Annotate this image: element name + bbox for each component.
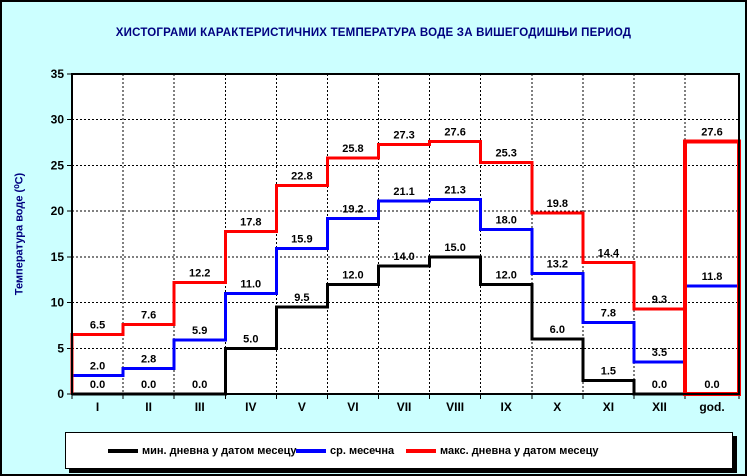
plot-area xyxy=(72,74,739,394)
legend-entry-min: мин. дневна у датом месецу xyxy=(108,433,297,468)
value-label-s0-m10: 6.0 xyxy=(550,324,565,336)
x-label-X: X xyxy=(553,400,561,414)
series-line-2 xyxy=(70,140,687,394)
value-label-s0-m7: 14.0 xyxy=(393,251,414,263)
x-label-XI: XI xyxy=(603,400,614,414)
y-tick-label-20: 20 xyxy=(51,204,65,218)
value-label-s1-m1: 2.0 xyxy=(90,361,105,373)
value-label-s0-m4: 5.0 xyxy=(243,333,258,345)
value-label-s0-m11: 1.5 xyxy=(601,365,616,377)
legend-swatch-mean xyxy=(296,448,326,453)
value-label-s2-m7: 27.3 xyxy=(393,129,414,141)
y-tick-label-15: 15 xyxy=(51,250,65,264)
x-label-annual: god. xyxy=(699,400,724,414)
value-label-s2-m4: 17.8 xyxy=(240,216,261,228)
x-label-III: III xyxy=(195,400,205,414)
series-line-1 xyxy=(70,197,687,394)
x-label-VI: VI xyxy=(347,400,358,414)
value-label-s1-m2: 2.8 xyxy=(141,353,156,365)
y-tick-label-35: 35 xyxy=(51,67,65,81)
value-label-s0-m12: 0.0 xyxy=(652,379,667,391)
value-label-s2-m2: 7.6 xyxy=(141,310,156,322)
series-line-0 xyxy=(72,255,685,396)
legend-label-max: макс. дневна у датом месецу xyxy=(440,444,599,457)
x-label-II: II xyxy=(145,400,152,414)
legend-swatch-min xyxy=(108,448,138,453)
value-label-s0-m1: 0.0 xyxy=(90,379,105,391)
x-label-IX: IX xyxy=(501,400,512,414)
value-label-s2-m8: 27.6 xyxy=(444,127,465,139)
y-tick-label-30: 30 xyxy=(51,113,65,127)
value-label-s1-m3: 5.9 xyxy=(192,325,207,337)
value-label-s0-m8: 15.0 xyxy=(444,242,465,254)
value-label-s1-m6: 19.2 xyxy=(342,203,363,215)
value-label-s0-m2: 0.0 xyxy=(141,379,156,391)
value-label-s0-annual: 0.0 xyxy=(704,379,719,391)
legend: мин. дневна у датом месецу ср. месечна м… xyxy=(65,432,733,469)
x-label-VII: VII xyxy=(397,400,412,414)
value-label-s2-m10: 19.8 xyxy=(547,198,568,210)
value-label-s2-annual: 27.6 xyxy=(701,127,722,139)
legend-label-min: мин. дневна у датом месецу xyxy=(142,444,297,457)
x-label-I: I xyxy=(96,400,99,414)
value-label-s0-m9: 12.0 xyxy=(495,269,516,281)
value-label-s2-m3: 12.2 xyxy=(189,267,210,279)
value-label-s0-m5: 9.5 xyxy=(294,292,309,304)
value-label-s1-m12: 3.5 xyxy=(652,347,667,359)
chart-title: ХИСТОГРАМИ КАРАКТЕРИСТИЧНИХ ТЕМПЕРАТУРА … xyxy=(115,27,632,39)
value-label-s1-m9: 18.0 xyxy=(495,214,516,226)
value-label-s2-m6: 25.8 xyxy=(342,143,363,155)
value-label-s1-annual: 11.8 xyxy=(702,271,723,283)
value-label-s2-m9: 25.3 xyxy=(495,148,516,160)
value-label-s1-m5: 15.9 xyxy=(291,234,312,246)
x-label-IV: IV xyxy=(245,400,256,414)
value-label-s2-m5: 22.8 xyxy=(291,171,312,183)
value-label-s2-m1: 6.5 xyxy=(90,320,105,332)
x-label-XII: XII xyxy=(652,400,667,414)
y-tick-label-0: 0 xyxy=(57,387,64,401)
value-label-s1-m11: 7.8 xyxy=(601,308,616,320)
x-label-VIII: VIII xyxy=(446,400,464,414)
value-label-s1-m10: 13.2 xyxy=(547,258,568,270)
legend-label-mean: ср. месечна xyxy=(330,444,395,457)
legend-entry-max: макс. дневна у датом месецу xyxy=(406,433,599,468)
value-label-s0-m3: 0.0 xyxy=(192,379,207,391)
y-tick-label-5: 5 xyxy=(57,341,64,355)
plot-border xyxy=(71,73,740,395)
value-label-s1-m7: 21.1 xyxy=(393,186,414,198)
y-tick-label-25: 25 xyxy=(51,158,65,172)
x-label-V: V xyxy=(298,400,306,414)
value-label-s0-m6: 12.0 xyxy=(342,269,363,281)
y-tick-label-10: 10 xyxy=(51,296,65,310)
value-label-s1-m8: 21.3 xyxy=(444,184,465,196)
value-label-s1-m4: 11.0 xyxy=(240,278,261,290)
value-label-s2-m12: 9.3 xyxy=(652,294,667,306)
legend-swatch-max xyxy=(406,448,436,453)
value-label-s2-m11: 14.4 xyxy=(598,247,620,259)
legend-entry-mean: ср. месечна xyxy=(296,433,394,468)
